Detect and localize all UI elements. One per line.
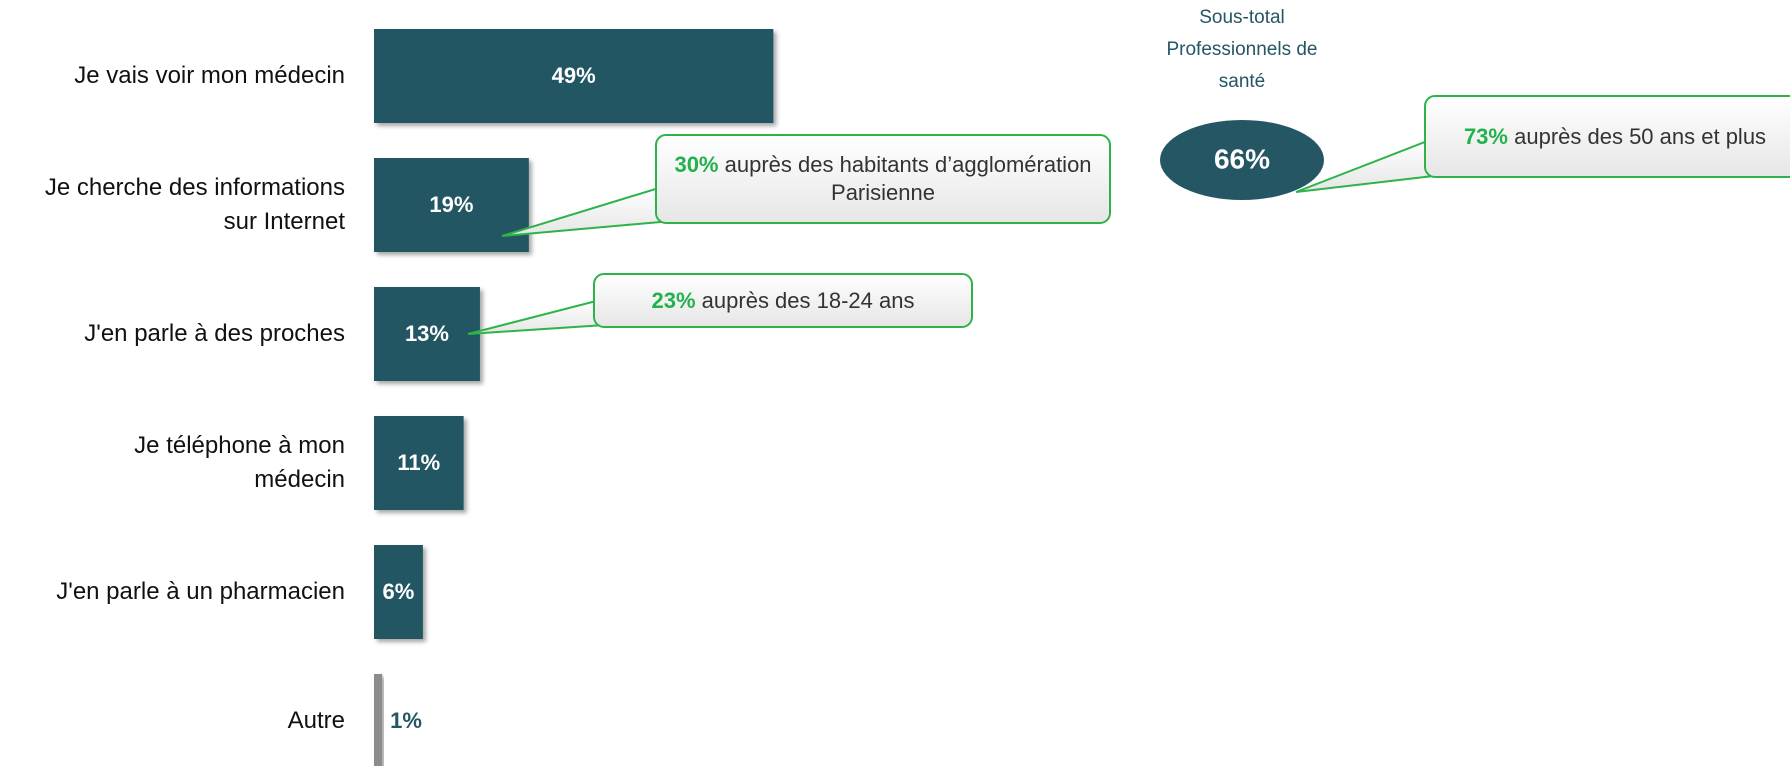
category-label: J'en parle à un pharmacien (56, 578, 345, 605)
value-label: 13% (405, 321, 449, 346)
bar (374, 545, 423, 639)
callout-highlight: 23% (651, 287, 696, 313)
value-label: 6% (383, 579, 415, 604)
value-label: 19% (429, 192, 473, 217)
callout-detail: auprès des 18-24 ans (701, 287, 915, 313)
value-label: 11% (397, 450, 440, 475)
callout-highlight: 73% (1463, 123, 1508, 149)
bar (374, 674, 383, 766)
callout-line: 23% auprès des 18-24 ans (652, 287, 915, 315)
callout-box (655, 134, 1111, 224)
callout-line: 73% auprès des 50 ans et plus (1464, 123, 1766, 151)
category-label: Je cherche des informations sur Internet (44, 174, 345, 235)
bar (374, 29, 774, 123)
callout-text: 30% auprès des habitants d’agglomération… (666, 135, 1100, 223)
category-label: J'en parle à des proches (84, 320, 345, 347)
value-label: 49% (552, 63, 596, 88)
subtotal-bubble (1160, 120, 1324, 200)
callout-box (1424, 95, 1790, 178)
subtotal-label: Sous-total Professionnels de santé (1166, 7, 1318, 92)
callout-detail: auprès des habitants d’agglomération Par… (724, 152, 1092, 205)
value-label: 1% (390, 708, 422, 733)
callout-box (593, 273, 973, 328)
bar (374, 416, 464, 510)
subtotal-value: 66% (1214, 143, 1270, 174)
callout-text: 23% auprès des 18-24 ans (604, 274, 962, 327)
callout-text: 73% auprès des 50 ans et plus (1435, 96, 1790, 177)
callout-detail: auprès des 50 ans et plus (1514, 123, 1767, 149)
category-label: Je téléphone à mon médecin (134, 432, 345, 493)
category-label: Autre (287, 707, 345, 734)
callout-highlight: 30% (674, 152, 719, 177)
category-label: Je vais voir mon médecin (74, 62, 345, 89)
bar (374, 287, 480, 381)
callout-line: 30% auprès des habitants d’agglomération… (666, 151, 1100, 207)
